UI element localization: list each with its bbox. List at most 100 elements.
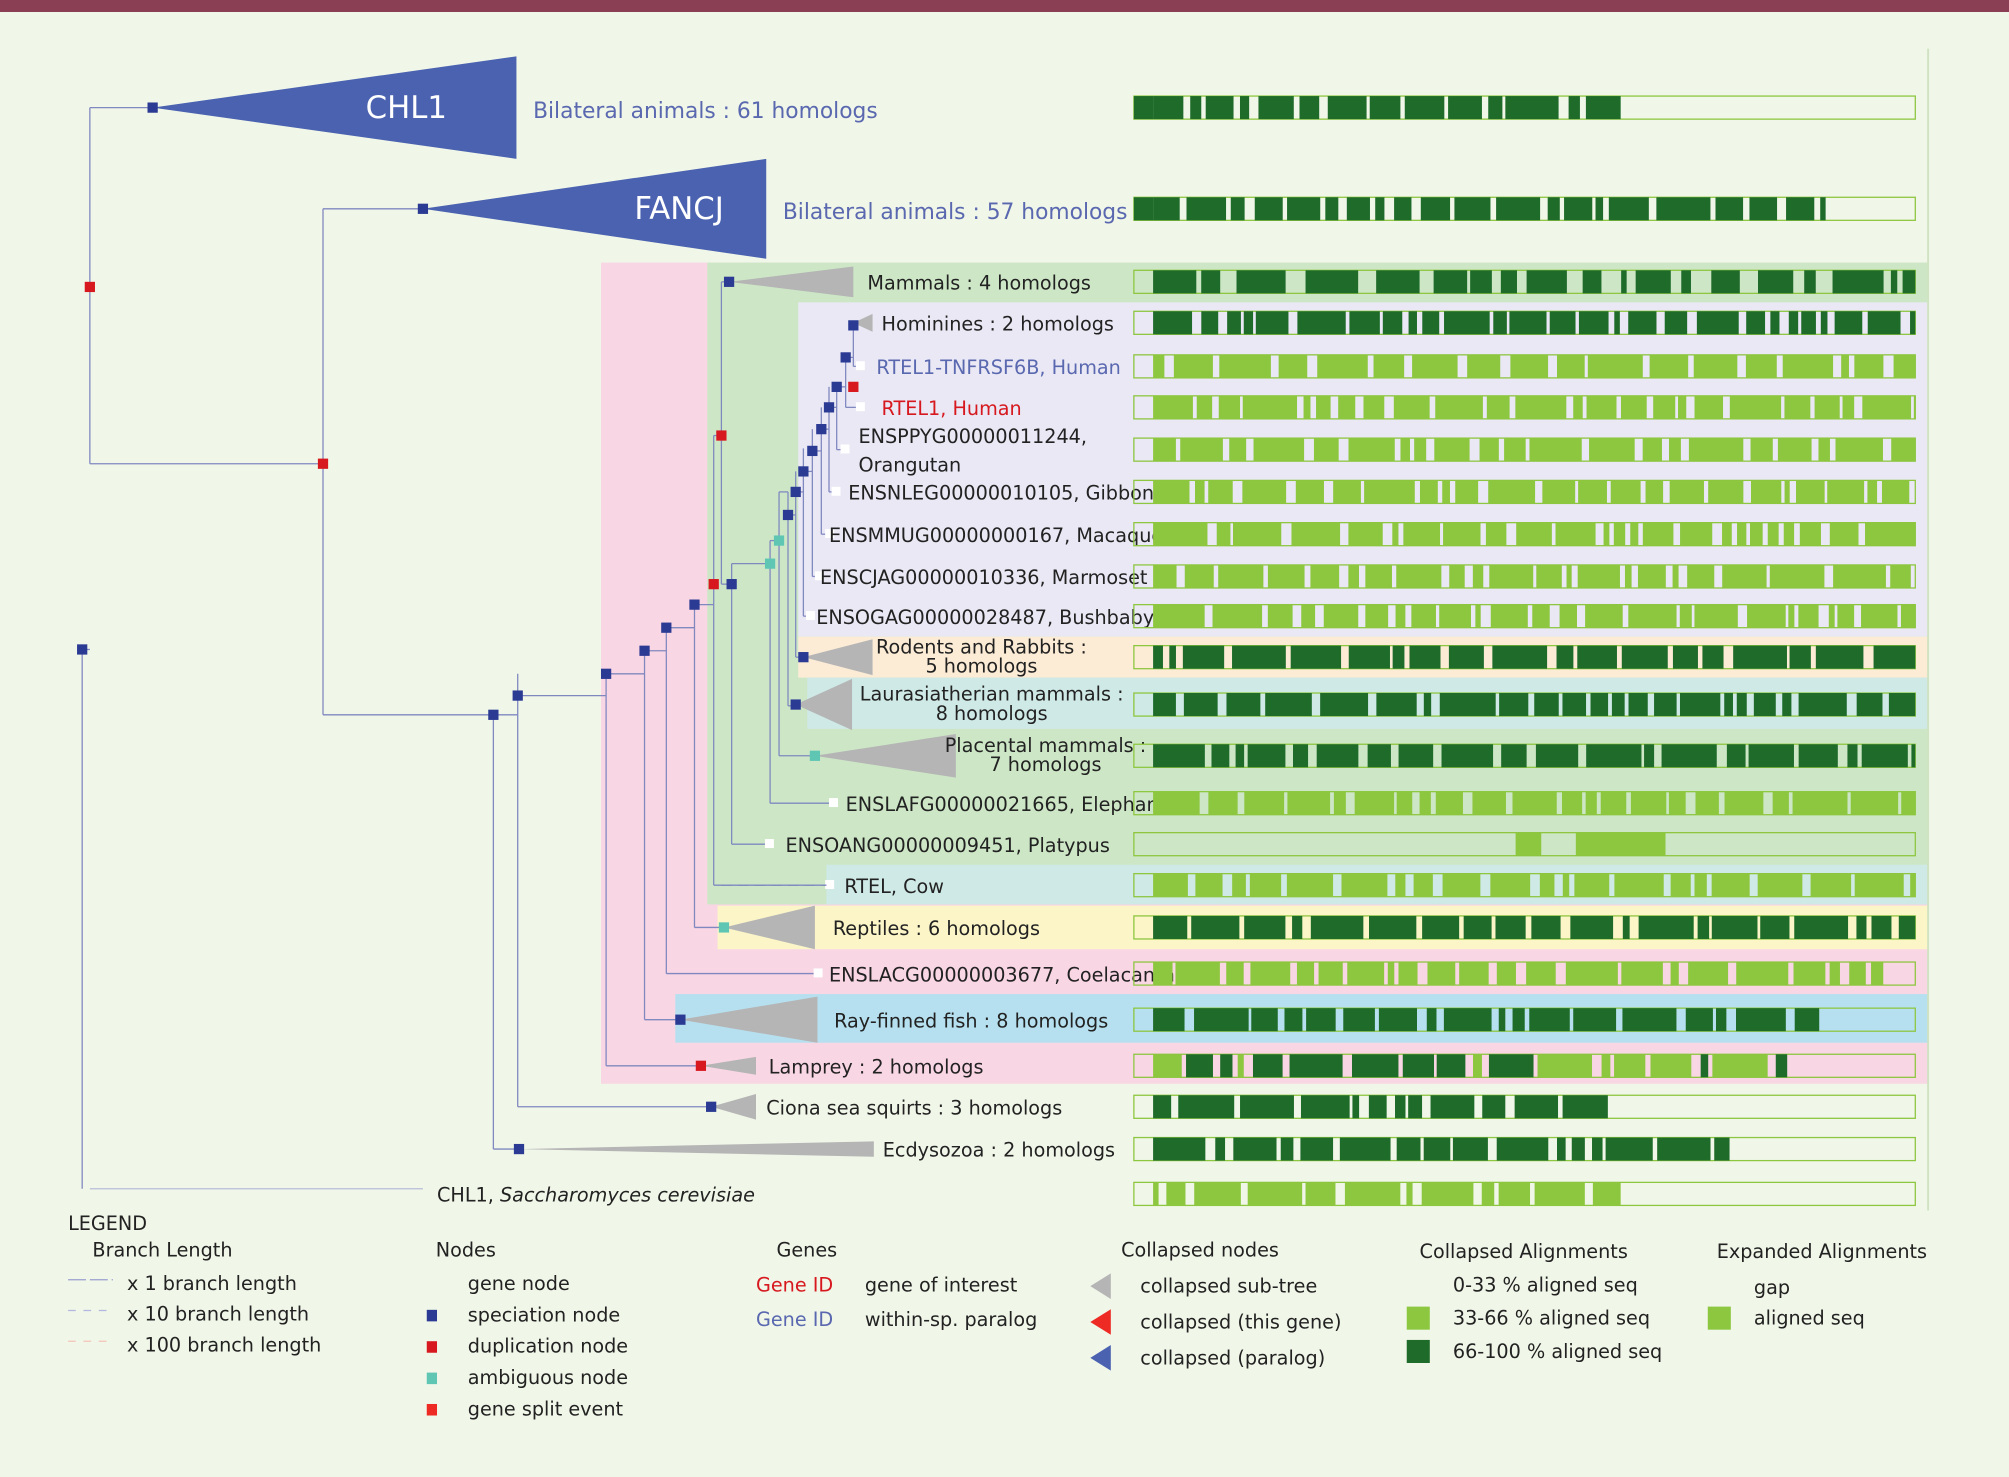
leaf-label-line2: 8 homologs xyxy=(936,702,1048,725)
aligned-block xyxy=(1861,744,1908,768)
duplication-node xyxy=(848,381,859,392)
aligned-block xyxy=(1679,693,1721,717)
aligned-block xyxy=(1482,1095,1506,1119)
aligned-block xyxy=(1592,1182,1621,1206)
gene-node xyxy=(831,486,841,496)
aligned-block xyxy=(1614,873,1664,897)
aligned-block xyxy=(1711,915,1758,939)
speciation-node xyxy=(840,352,851,363)
aligned-block xyxy=(1216,522,1231,546)
aligned-block xyxy=(1320,693,1369,717)
aligned-block xyxy=(1230,197,1245,221)
aligned-block xyxy=(1396,791,1413,815)
aligned-block xyxy=(1694,395,1724,419)
aligned-block xyxy=(1888,693,1916,717)
aligned-block xyxy=(1496,197,1541,221)
aligned-block xyxy=(1318,962,1343,986)
aligned-block xyxy=(1364,480,1415,504)
aligned-block xyxy=(1650,1054,1692,1078)
aligned-block xyxy=(1242,395,1298,419)
aligned-block xyxy=(1396,564,1442,588)
aligned-block xyxy=(1423,693,1432,717)
aligned-block xyxy=(1724,693,1733,717)
legend-heading: Genes xyxy=(776,1239,837,1262)
ambiguous-node xyxy=(718,922,730,933)
aligned-block xyxy=(1448,645,1484,669)
aligned-block xyxy=(1801,311,1816,335)
alignment-bar xyxy=(1133,1094,1916,1119)
aligned-block xyxy=(1180,438,1223,462)
aligned-block xyxy=(1442,480,1450,504)
aligned-block xyxy=(1624,564,1632,588)
aligned-block xyxy=(1434,438,1470,462)
aligned-block xyxy=(1611,693,1625,717)
aligned-block xyxy=(1600,791,1627,815)
aligned-block xyxy=(1290,645,1342,669)
aligned-block xyxy=(1296,962,1315,986)
leaf-label: ENSCJAG00000010336, Marmoset xyxy=(820,566,1148,589)
aligned-block xyxy=(1630,522,1639,546)
aligned-block xyxy=(1348,564,1359,588)
collapsed-lamprey xyxy=(700,1056,756,1075)
aligned-block xyxy=(1820,311,1828,335)
aligned-block xyxy=(1448,96,1482,120)
aligned-block xyxy=(1349,311,1380,335)
aligned-block xyxy=(1498,1008,1506,1032)
aligned-block xyxy=(1393,395,1430,419)
aligned-block xyxy=(1211,744,1230,768)
collapsed-ray-finned-fish xyxy=(680,996,818,1043)
aligned-block xyxy=(1570,915,1614,939)
aligned-block xyxy=(1664,311,1688,335)
aligned-block xyxy=(1153,1008,1185,1032)
gene-of-interest-label: RTEL1, Human xyxy=(882,397,1022,420)
speciation-node xyxy=(848,320,859,331)
aligned-block xyxy=(1472,1054,1482,1078)
aligned-block xyxy=(1850,791,1899,815)
aligned-block xyxy=(1653,395,1676,419)
aligned-block xyxy=(1695,791,1719,815)
aligned-block xyxy=(1767,522,1779,546)
aligned-block xyxy=(1760,915,1790,939)
aligned-block xyxy=(1317,354,1368,378)
aligned-block xyxy=(1153,354,1165,378)
aligned-block xyxy=(1499,693,1529,717)
aligned-block xyxy=(1786,197,1815,221)
aligned-block xyxy=(1254,197,1283,221)
speciation-node xyxy=(790,699,801,710)
aligned-block xyxy=(1841,354,1849,378)
aligned-block xyxy=(1532,604,1550,628)
aligned-block xyxy=(1867,480,1878,504)
aligned-block xyxy=(1622,1008,1677,1032)
aligned-block xyxy=(1565,962,1618,986)
aligned-block xyxy=(1792,791,1848,815)
gene-node xyxy=(840,444,850,454)
aligned-block xyxy=(1346,197,1370,221)
aligned-block xyxy=(1818,438,1830,462)
aligned-block xyxy=(1427,962,1456,986)
aligned-block xyxy=(1799,522,1821,546)
aligned-block xyxy=(1475,604,1481,628)
collapsed-paralog-icon xyxy=(1090,1345,1111,1371)
aligned-block xyxy=(1590,693,1609,717)
aligned-block xyxy=(1369,96,1401,120)
gene-split-swatch xyxy=(426,1403,438,1416)
aligned-block xyxy=(1316,395,1331,419)
aligned-block xyxy=(1408,1095,1423,1119)
gene-node xyxy=(855,402,865,412)
aligned-block xyxy=(1348,438,1395,462)
aligned-block xyxy=(1300,1137,1334,1161)
aligned-block xyxy=(1622,915,1630,939)
aligned-block xyxy=(1578,480,1607,504)
aligned-block xyxy=(1614,1054,1646,1078)
gene-id-sample: Gene ID xyxy=(756,1273,833,1296)
aligned-block xyxy=(1247,744,1286,768)
aligned-block xyxy=(1153,604,1205,628)
aligned-block xyxy=(1749,197,1778,221)
aligned-block xyxy=(1472,564,1484,588)
aligned-block xyxy=(1395,873,1406,897)
aligned-block xyxy=(1814,395,1840,419)
aligned-block xyxy=(1890,270,1898,294)
aligned-block xyxy=(1681,270,1691,294)
aligned-block xyxy=(1481,1182,1495,1206)
aligned-block xyxy=(1750,438,1773,462)
